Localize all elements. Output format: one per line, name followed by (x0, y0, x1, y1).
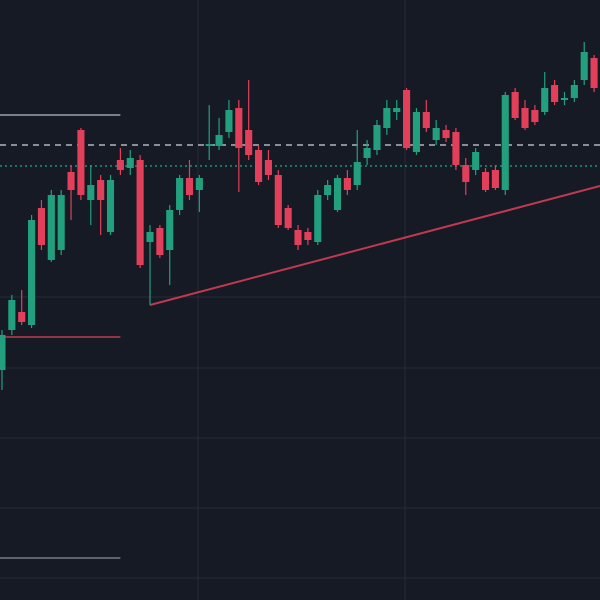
candle-body (511, 92, 519, 118)
candle-body (570, 85, 578, 98)
candle-body (264, 160, 272, 175)
candle-body (304, 232, 312, 240)
candle-body (28, 220, 36, 325)
candle-body (462, 165, 470, 182)
candle-body (472, 152, 480, 170)
candle-body (324, 185, 332, 195)
candle-body (363, 148, 371, 158)
candle-body (343, 178, 351, 190)
candle-body (284, 208, 292, 228)
trend-line (149, 185, 600, 306)
candle-body (353, 162, 361, 185)
candle-body (225, 110, 233, 132)
candle-body (57, 195, 65, 250)
candle-body (97, 180, 105, 200)
candle-body (491, 170, 499, 188)
candle-body (590, 58, 598, 88)
candle-body (116, 160, 124, 170)
candle-body (521, 108, 529, 128)
candle-body (166, 210, 174, 250)
candle-body (0, 335, 6, 370)
candle-body (235, 108, 243, 148)
candle-body (185, 178, 194, 195)
candle-body (146, 232, 154, 242)
candle-body (18, 312, 26, 322)
candle-body (541, 88, 549, 112)
candle-body (176, 178, 184, 210)
candle-body (422, 112, 430, 128)
candle-body (136, 160, 144, 265)
candle-body (373, 125, 381, 150)
candle-body (255, 150, 263, 182)
candle-body (87, 185, 95, 200)
candle-body (77, 130, 85, 195)
candle-body (452, 132, 460, 165)
candle-body (205, 144, 213, 146)
candle-body (8, 300, 16, 330)
candle-body (314, 195, 322, 242)
candle-body (501, 95, 509, 190)
candle-body (333, 178, 342, 210)
candle-body (442, 130, 450, 138)
candle-body (215, 135, 223, 146)
candle-body (531, 110, 539, 122)
candle-body (126, 158, 134, 168)
candle-body (245, 130, 253, 155)
candle-body (412, 112, 420, 152)
candle-body (274, 175, 282, 225)
candle-body (37, 208, 45, 245)
candle-body (403, 90, 411, 148)
candle-body (393, 108, 401, 112)
candle-body (195, 178, 203, 190)
candle-body (560, 98, 569, 100)
candle-body (67, 172, 75, 190)
candle-body (383, 108, 391, 128)
candle-body (481, 172, 490, 190)
candle-body (106, 180, 115, 232)
candle-body (156, 228, 164, 255)
candle-body (580, 52, 588, 80)
candle-body (294, 230, 302, 245)
candle-body (551, 85, 559, 102)
candle-body (47, 195, 55, 260)
candle-body (432, 128, 440, 140)
